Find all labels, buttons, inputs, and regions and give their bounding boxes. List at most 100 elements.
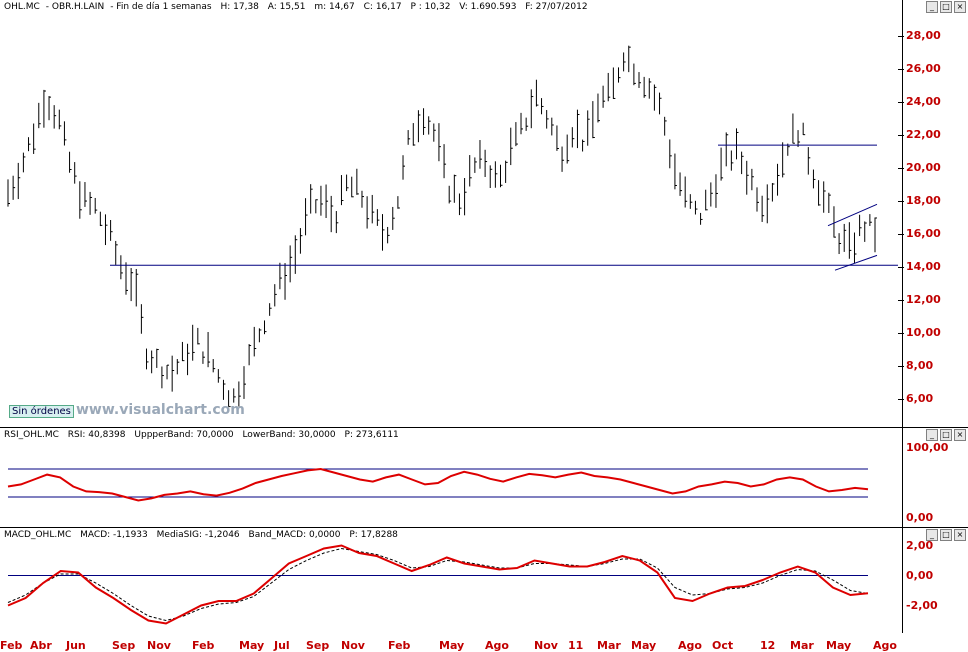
y-tick-mark (898, 135, 904, 137)
x-tick-label: Sep (306, 639, 330, 652)
header-m: m: 14,67 (314, 2, 355, 12)
macd-signal-line (7, 547, 869, 622)
macd-name: MACD_OHL.MC (4, 530, 72, 540)
x-axis: Feb Abr Jun Sep Nov Feb May Jul Sep Nov Feb May Ago N… (0, 633, 968, 652)
y-tick-mark (898, 266, 904, 268)
x-tick-label: Oct (712, 639, 734, 652)
y-tick-mark (898, 102, 904, 104)
period: Fin de día 1 semanas (116, 2, 212, 12)
y-tick-label: 2,00 (906, 538, 934, 552)
instrument-name: OBR.H.LAIN (51, 2, 105, 12)
rsi-chart (7, 467, 869, 502)
y-tick-mark (898, 398, 904, 400)
y-tick-label: 28,00 (906, 29, 941, 43)
price-y-axis (902, 0, 903, 427)
y-tick-label: 20,00 (906, 161, 941, 175)
macd-chart (7, 544, 869, 625)
minimize-icon[interactable]: _ (926, 1, 938, 13)
macd-header: MACD_OHL.MC MACD: -1,1933 MediaSIG: -1,2… (4, 530, 404, 540)
channel-upper-line (827, 203, 878, 227)
y-tick-label: 12,00 (906, 292, 941, 306)
y-tick-label: 24,00 (906, 95, 941, 109)
header-f: F: 27/07/2012 (525, 2, 588, 12)
x-tick-label: Feb (192, 639, 215, 652)
x-tick-label: Ago (678, 639, 702, 652)
rsi-panel[interactable]: RSI_OHL.MC RSI: 40,8398 UppperBand: 70,0… (0, 428, 968, 528)
y-tick-label: 0,00 (906, 568, 934, 582)
header-c: C: 16,17 (363, 2, 402, 12)
macd-y-axis (902, 528, 903, 633)
x-tick-label: Ago (873, 639, 897, 652)
header-h: H: 17,38 (220, 2, 259, 12)
y-tick-mark (898, 233, 904, 235)
rsi-window-buttons: _ □ × (926, 429, 966, 441)
y-tick-label: 6,00 (906, 391, 934, 405)
x-tick-label: Jun (66, 639, 86, 652)
x-tick-label: Nov (341, 639, 365, 652)
x-tick-label: Feb (388, 639, 411, 652)
orders-badge[interactable]: Sin órdenes (9, 405, 74, 418)
rsi-line (7, 467, 869, 502)
price-header: OHL.MC - OBR.H.LAIN - Fin de día 1 semanas… (4, 2, 588, 12)
x-tick-label: Ago (485, 639, 509, 652)
x-tick-label: Abr (30, 639, 52, 652)
x-tick-label: May (826, 639, 852, 652)
price-panel[interactable]: OHL.MC - OBR.H.LAIN - Fin de día 1 semanas… (0, 0, 968, 428)
header-p: P : 10,32 (410, 2, 451, 12)
x-tick-label: Nov (534, 639, 558, 652)
rsi-upper: UppperBand: 70,0000 (134, 430, 234, 440)
x-tick-label: Feb (0, 639, 23, 652)
y-tick-label: 14,00 (906, 259, 941, 273)
channel-lower-line (834, 254, 878, 271)
x-tick-label: 12 (760, 639, 776, 652)
y-tick-label: 18,00 (906, 194, 941, 208)
y-tick-mark (898, 365, 904, 367)
y-tick-label: 0,00 (906, 511, 934, 524)
close-icon[interactable]: × (954, 429, 966, 441)
y-tick-mark (898, 332, 904, 334)
rsi-y-axis (902, 428, 903, 527)
y-tick-mark (898, 201, 904, 203)
macd-panel[interactable]: MACD_OHL.MC MACD: -1,1933 MediaSIG: -1,2… (0, 528, 968, 633)
close-icon[interactable]: × (954, 1, 966, 13)
maximize-icon[interactable]: □ (940, 529, 952, 541)
x-tick-label: Jul (274, 639, 290, 652)
x-tick-label: May (239, 639, 265, 652)
y-tick-label: 10,00 (906, 325, 941, 339)
macd-value: MACD: -1,1933 (80, 530, 148, 540)
x-tick-label: Nov (147, 639, 171, 652)
macd-signal: MediaSIG: -1,2046 (156, 530, 240, 540)
y-tick-mark (898, 168, 904, 170)
price-window-buttons: _ □ × (926, 1, 966, 13)
macd-line (7, 544, 869, 625)
y-tick-mark (898, 69, 904, 71)
header-v: V: 1.690.593 (459, 2, 517, 12)
macd-window-buttons: _ □ × (926, 529, 966, 541)
rsi-name: RSI_OHL.MC (4, 430, 59, 440)
close-icon[interactable]: × (954, 529, 966, 541)
x-tick-label: May (631, 639, 657, 652)
y-tick-label: -2,00 (906, 598, 938, 612)
maximize-icon[interactable]: □ (940, 429, 952, 441)
minimize-icon[interactable]: _ (926, 429, 938, 441)
rsi-lower: LowerBand: 30,0000 (242, 430, 336, 440)
y-tick-label: 8,00 (906, 358, 934, 372)
maximize-icon[interactable]: □ (940, 1, 952, 13)
x-tick-label: Mar (597, 639, 621, 652)
y-tick-label: 100,00 (906, 441, 949, 454)
minimize-icon[interactable]: _ (926, 529, 938, 541)
y-tick-mark (898, 36, 904, 38)
rsi-value: RSI: 40,8398 (67, 430, 126, 440)
y-tick-label: 16,00 (906, 226, 941, 240)
y-tick-mark (898, 299, 904, 301)
x-tick-label: Mar (790, 639, 814, 652)
x-tick-label: May (439, 639, 465, 652)
x-tick-label: 11 (568, 639, 584, 652)
rsi-header: RSI_OHL.MC RSI: 40,8398 UppperBand: 70,0… (4, 430, 405, 440)
header-a: A: 15,51 (267, 2, 306, 12)
macd-p: P: 17,8288 (349, 530, 398, 540)
price-chart (7, 45, 898, 408)
y-tick-label: 22,00 (906, 128, 941, 142)
y-tick-label: 26,00 (906, 62, 941, 76)
symbol: OHL.MC (4, 2, 40, 12)
